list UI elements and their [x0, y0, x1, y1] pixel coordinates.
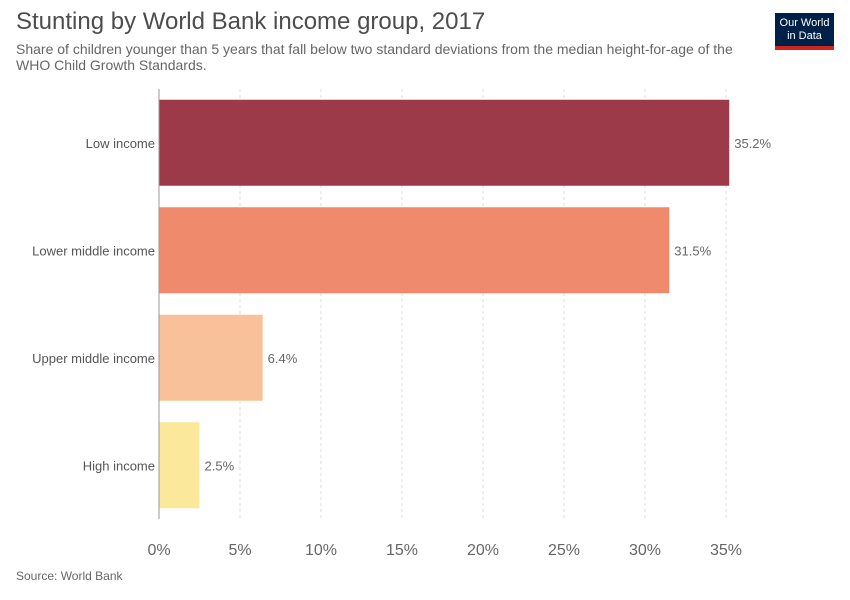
x-tick-label: 15% [386, 542, 418, 559]
value-label: 6.4% [268, 351, 298, 366]
bar [159, 314, 263, 401]
bar [159, 207, 670, 294]
source-note: Source: World Bank [16, 569, 123, 583]
x-tick-label: 25% [548, 542, 580, 559]
logo-line-1: Our World [779, 17, 830, 29]
x-tick-label: 0% [147, 542, 170, 559]
x-tick-label: 10% [305, 542, 337, 559]
chart-title: Stunting by World Bank income group, 201… [16, 8, 486, 35]
bar [159, 422, 200, 509]
logo-line-2: in Data [787, 30, 822, 42]
x-tick-label: 30% [629, 542, 661, 559]
chart-subtitle: Share of children younger than 5 years t… [16, 41, 733, 73]
value-label: 2.5% [205, 458, 235, 473]
category-label: Upper middle income [32, 351, 155, 366]
value-label: 35.2% [734, 136, 771, 151]
bar [159, 99, 730, 186]
category-label: High income [83, 458, 155, 473]
owid-logo[interactable]: Our World in Data [775, 13, 834, 50]
x-tick-label: 35% [710, 542, 742, 559]
category-label: Lower middle income [32, 243, 155, 258]
x-tick-label: 20% [467, 542, 499, 559]
category-label: Low income [86, 136, 155, 151]
value-label: 31.5% [674, 243, 711, 258]
bars [159, 99, 730, 509]
x-tick-label: 5% [228, 542, 251, 559]
labels: 0% 5% 10% 15% 20% 25% 30% 35% Low income 35.2% Low… [32, 136, 771, 559]
